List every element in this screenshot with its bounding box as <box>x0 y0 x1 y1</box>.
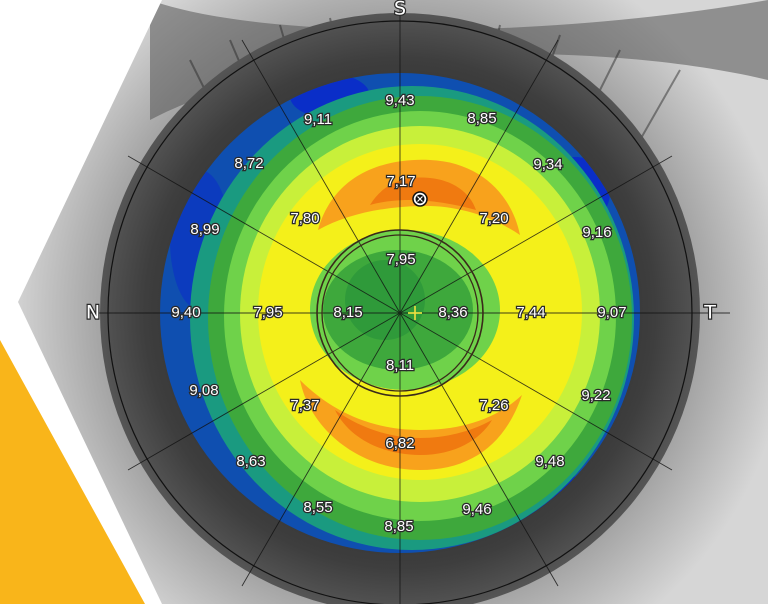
map-value: 8,15 <box>333 304 362 321</box>
map-value: 7,26 <box>479 397 508 414</box>
map-value: 6,82 <box>385 435 414 452</box>
label-nasal: N <box>86 302 100 324</box>
map-value: 7,95 <box>386 251 415 268</box>
map-value: 9,11 <box>304 111 332 128</box>
map-value: 8,85 <box>384 518 413 535</box>
map-value: 9,16 <box>582 224 611 241</box>
map-value: 8,99 <box>190 221 219 238</box>
map-value: 7,20 <box>479 210 508 227</box>
map-value: 7,80 <box>290 210 319 227</box>
pupil-ring-inner <box>321 234 479 392</box>
map-value: 9,34 <box>533 156 562 173</box>
accent-triangle <box>0 340 145 604</box>
map-value: 8,72 <box>234 155 263 172</box>
map-value: 8,85 <box>467 110 496 127</box>
map-value: 9,22 <box>581 387 610 404</box>
map-value: 9,07 <box>597 304 626 321</box>
map-value: 9,48 <box>535 453 564 470</box>
plus-cross-icon <box>408 306 422 320</box>
map-value: 7,17 <box>386 173 415 190</box>
circle-x-marker-icon <box>412 191 428 207</box>
map-value: 7,95 <box>253 304 282 321</box>
map-value: 9,40 <box>171 304 200 321</box>
label-temporal: T <box>703 302 716 324</box>
map-value: 7,44 <box>516 304 545 321</box>
meridian-lines <box>90 0 730 604</box>
pupil-ring-outer <box>316 229 484 397</box>
map-value: 8,11 <box>386 357 414 374</box>
map-value: 9,43 <box>385 92 414 109</box>
map-value: 9,08 <box>189 382 218 399</box>
map-value: 8,63 <box>236 453 265 470</box>
map-value: 7,37 <box>290 397 319 414</box>
map-values: 9,43 9,11 8,85 8,72 9,34 7,17 8,99 7,80 … <box>170 91 628 537</box>
map-value: 8,55 <box>303 499 332 516</box>
label-superior: S <box>394 0 406 20</box>
map-value: 9,46 <box>462 501 491 518</box>
map-value: 8,36 <box>438 304 467 321</box>
